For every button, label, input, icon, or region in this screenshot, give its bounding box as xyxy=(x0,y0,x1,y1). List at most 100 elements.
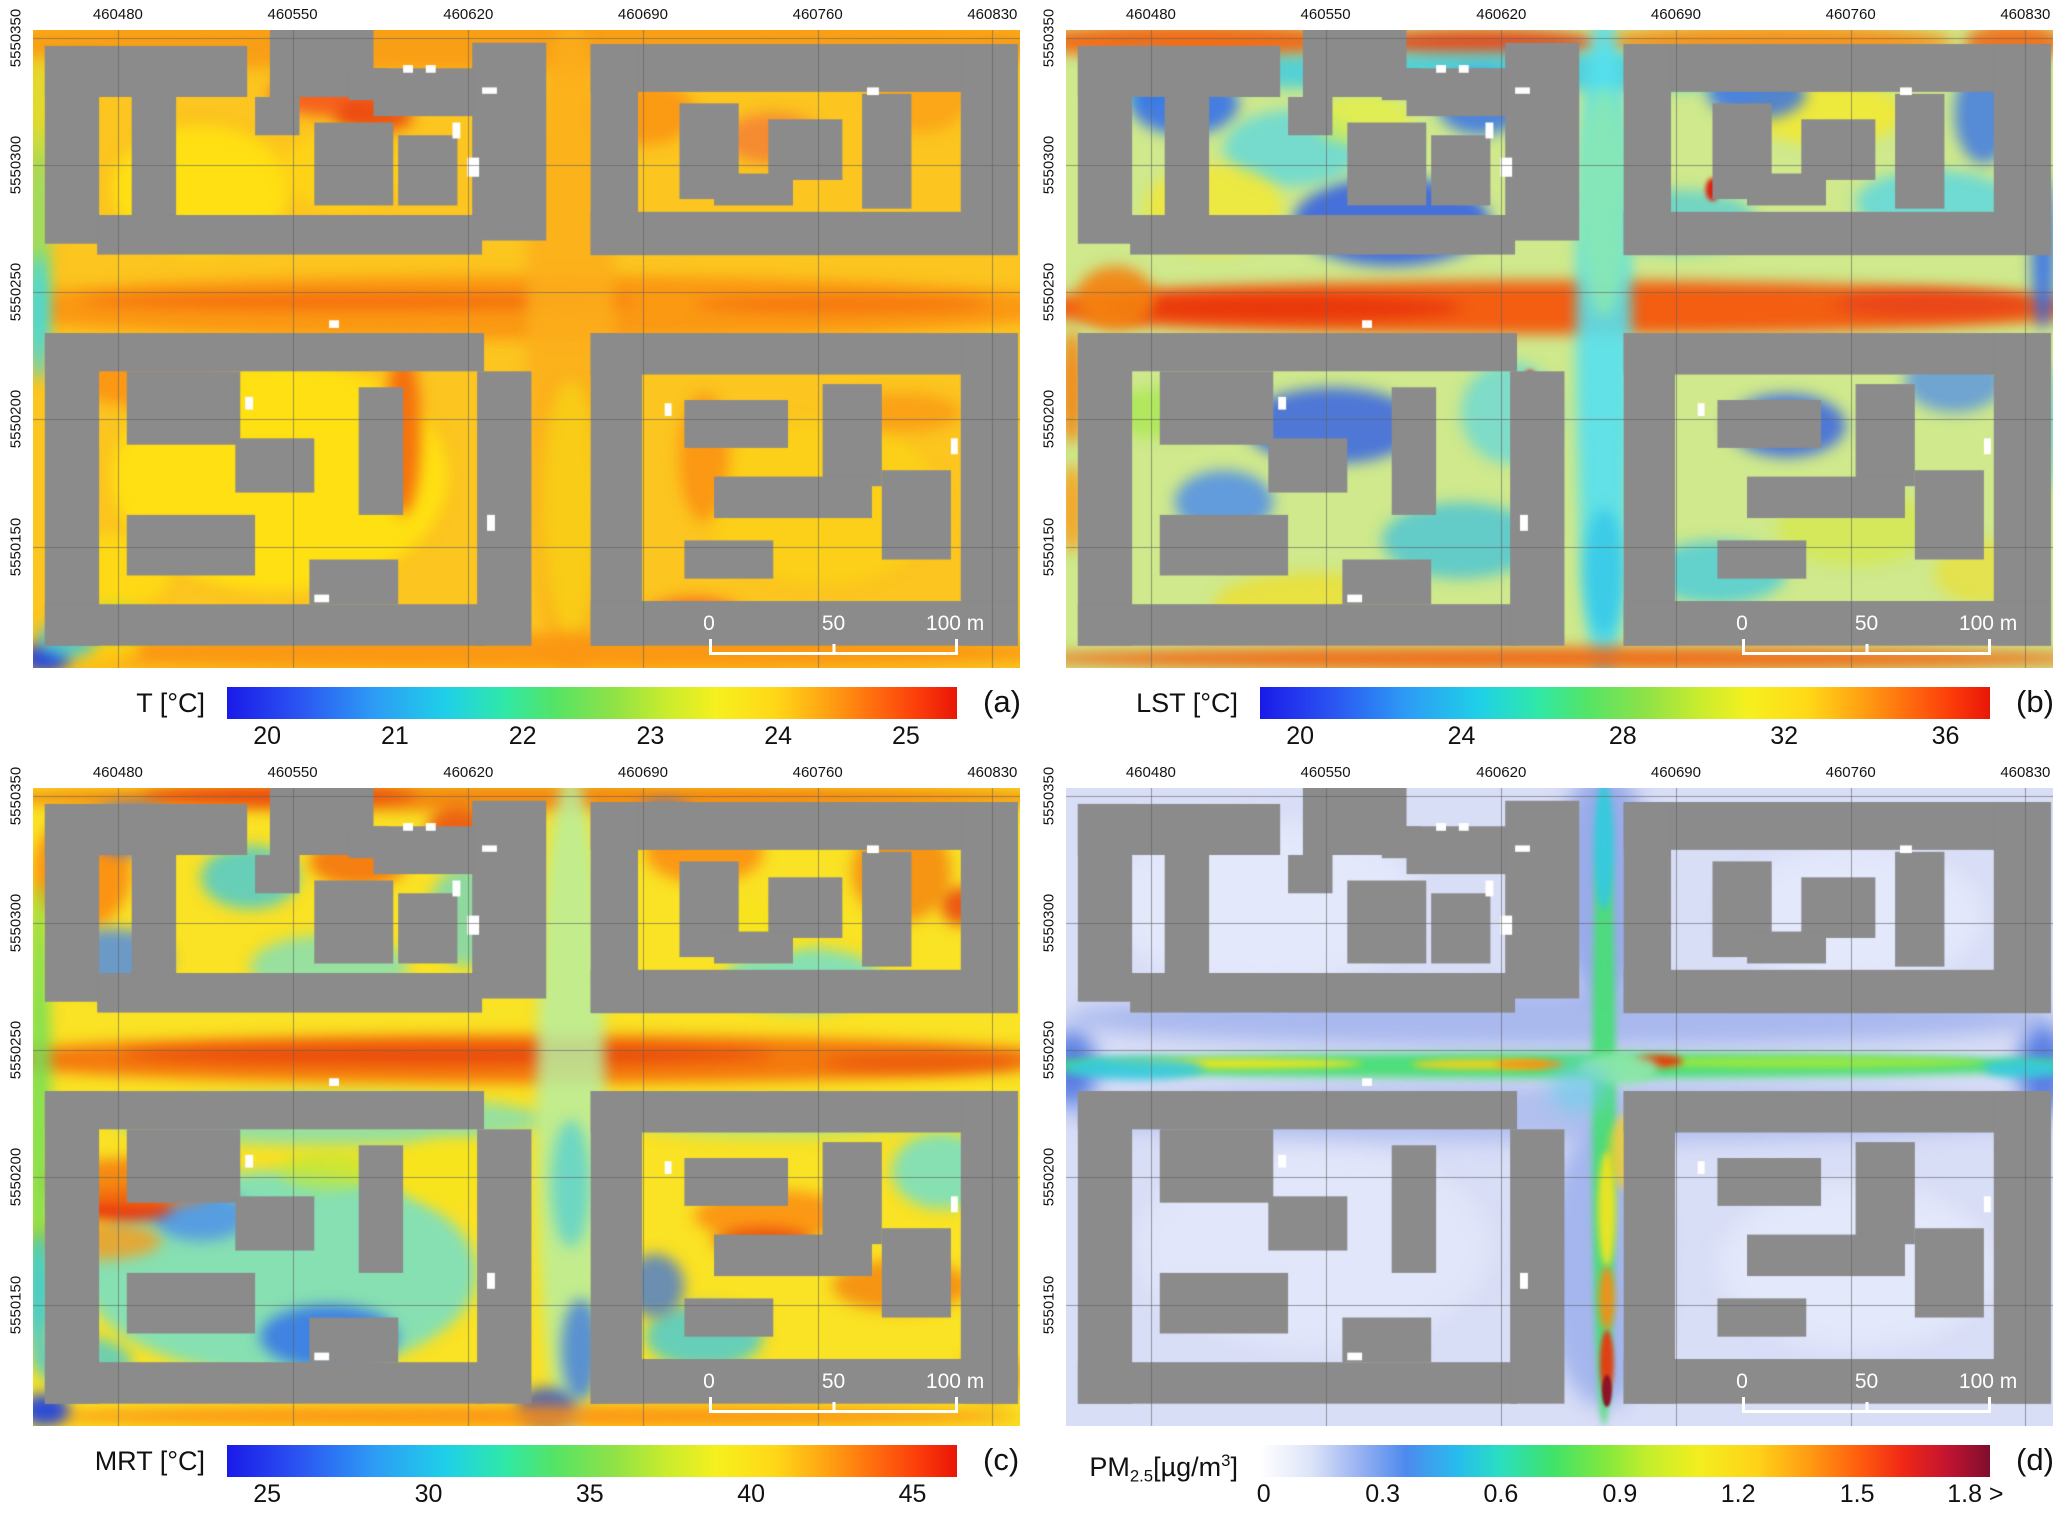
scalebar-label-100: 100 m xyxy=(925,612,985,635)
colorbar-ticks-a: 20 21 22 23 24 25 xyxy=(227,722,957,752)
colorbar-tick-label: 0.6 xyxy=(1483,1480,1519,1508)
y-tick-label: 5550150 xyxy=(7,1275,25,1334)
y-tick-label: 5550150 xyxy=(7,517,25,576)
colorbar-label-a: T [°C] xyxy=(136,688,205,718)
panel-letter-b: (b) xyxy=(2016,684,2054,719)
x-tick-label: 460830 xyxy=(967,6,1018,23)
colorbar-label-b: LST [°C] xyxy=(1136,688,1238,718)
map-b: 0 50 100 m xyxy=(1066,30,2053,668)
y-tick-label: 5550250 xyxy=(7,1021,25,1080)
colorbar-label-d: PM2.5[µg/m3] xyxy=(1038,1445,1238,1485)
map-a: 0 50 100 m xyxy=(33,30,1020,668)
y-tick-label: 5550350 xyxy=(7,766,25,825)
colorbar-tick-label: 0 xyxy=(1256,1480,1271,1508)
colorbar-tick-label: 28 xyxy=(1608,722,1637,750)
pm-label-sup: 3 xyxy=(1221,1451,1231,1470)
pm-label-base: PM xyxy=(1089,1452,1130,1483)
pm-label-mid: [µg/m xyxy=(1153,1452,1222,1483)
colorbar-a xyxy=(227,687,957,719)
panel-a: 0 50 100 m T [°C] 20 21 22 23 24 25 (a) 46048… xyxy=(0,0,1033,758)
x-tick-label: 460830 xyxy=(967,764,1018,781)
colorbar-tick-label: 21 xyxy=(380,722,409,750)
scalebar-label-50: 50 xyxy=(1854,612,1879,635)
scalebar-bar xyxy=(709,639,958,655)
y-tick-label: 5550200 xyxy=(1040,389,1058,449)
x-tick-label: 460760 xyxy=(792,764,843,781)
x-tick-label: 460830 xyxy=(2000,764,2051,781)
x-tick-label: 460690 xyxy=(617,6,668,23)
scalebar-label-100: 100 m xyxy=(1958,612,2018,635)
x-tick-label: 460760 xyxy=(1825,6,1876,23)
x-tick-label: 460760 xyxy=(792,6,843,23)
x-tick-label: 460550 xyxy=(267,764,318,781)
colorbar-tick-label: 1.5 xyxy=(1839,1480,1875,1508)
scalebar-a: 0 50 100 m xyxy=(703,612,984,655)
y-tick-label: 5550200 xyxy=(7,1147,25,1207)
y-tick-label: 5550350 xyxy=(1040,8,1058,67)
colorbar-ticks-b: 20 24 28 32 36 xyxy=(1260,722,1990,752)
x-tick-label: 460620 xyxy=(1476,6,1527,23)
x-tick-label: 460480 xyxy=(92,6,143,23)
y-tick-label: 5550200 xyxy=(7,389,25,449)
map-canvas-b xyxy=(1066,30,2053,668)
colorbar-b xyxy=(1260,687,1990,719)
colorbar-tick-label: 35 xyxy=(575,1480,604,1508)
y-tick-label: 5550250 xyxy=(1040,1021,1058,1080)
map-canvas-d xyxy=(1066,788,2053,1426)
x-tick-label: 460690 xyxy=(1650,764,1701,781)
scalebar-label-100: 100 m xyxy=(925,1370,985,1393)
colorbar-tick-label: 20 xyxy=(253,722,282,750)
x-tick-label: 460550 xyxy=(267,6,318,23)
x-tick-label: 460480 xyxy=(1125,6,1176,23)
scalebar-label-50: 50 xyxy=(1854,1370,1879,1393)
colorbar-tick-label: 24 xyxy=(1447,722,1476,750)
pm-label-sub: 2.5 xyxy=(1129,1466,1154,1486)
colorbar-tick-label: 20 xyxy=(1286,722,1315,750)
x-tick-label: 460830 xyxy=(2000,6,2051,23)
scalebar-label-0: 0 xyxy=(1736,1370,1748,1393)
scalebar-label-50: 50 xyxy=(821,612,846,635)
colorbar-tick-label: 25 xyxy=(891,722,920,750)
y-tick-label: 5550250 xyxy=(7,263,25,322)
colorbar-tick-label: 24 xyxy=(764,722,793,750)
y-tick-label: 5550150 xyxy=(1040,1275,1058,1334)
colorbar-tick-label: 23 xyxy=(636,722,665,750)
x-tick-label: 460760 xyxy=(1825,764,1876,781)
colorbar-tick-label: 36 xyxy=(1931,722,1960,750)
panel-letter-c: (c) xyxy=(983,1442,1020,1477)
x-tick-label: 460620 xyxy=(443,6,494,23)
y-tick-label: 5550300 xyxy=(1040,894,1058,953)
scalebar-label-0: 0 xyxy=(703,612,715,635)
x-tick-label: 460550 xyxy=(1300,6,1351,23)
colorbar-tick-label: 1.2 xyxy=(1720,1480,1756,1508)
colorbar-ticks-d: 0 0.3 0.6 0.9 1.2 1.5 1.8 > xyxy=(1256,1480,2004,1510)
x-tick-label: 460550 xyxy=(1300,764,1351,781)
colorbar-tick-label: 30 xyxy=(414,1480,443,1508)
scalebar-bar xyxy=(1742,1397,1991,1413)
map-canvas-c xyxy=(33,788,1020,1426)
colorbar-c xyxy=(227,1445,957,1477)
colorbar-tick-label: 32 xyxy=(1770,722,1799,750)
colorbar-tick-label: 25 xyxy=(253,1480,282,1508)
x-tick-label: 460690 xyxy=(617,764,668,781)
scalebar-bar xyxy=(709,1397,958,1413)
colorbar-label-c: MRT [°C] xyxy=(94,1446,205,1476)
colorbar-tick-label: 45 xyxy=(898,1480,927,1508)
y-tick-label: 5550300 xyxy=(7,136,25,195)
panel-d: 0 50 100 m PM2.5[µg/m3] 0 0.3 0.6 0.9 1.2 1.5… xyxy=(1033,758,2066,1516)
map-canvas-a xyxy=(33,30,1020,668)
scalebar-label-100: 100 m xyxy=(1958,1370,2018,1393)
pm-label-end: ] xyxy=(1230,1452,1238,1483)
colorbar-d xyxy=(1260,1445,1990,1477)
y-tick-label: 5550350 xyxy=(7,8,25,67)
colorbar-tick-label: 1.8 > xyxy=(1947,1480,2004,1508)
scalebar-label-0: 0 xyxy=(703,1370,715,1393)
colorbar-tick-label: 0.9 xyxy=(1602,1480,1638,1508)
x-tick-label: 460690 xyxy=(1650,6,1701,23)
y-tick-label: 5550250 xyxy=(1040,263,1058,322)
x-tick-label: 460480 xyxy=(1125,764,1176,781)
y-tick-label: 5550350 xyxy=(1040,766,1058,825)
colorbar-ticks-c: 25 30 35 40 45 xyxy=(227,1480,957,1510)
panel-letter-d: (d) xyxy=(2016,1442,2054,1477)
